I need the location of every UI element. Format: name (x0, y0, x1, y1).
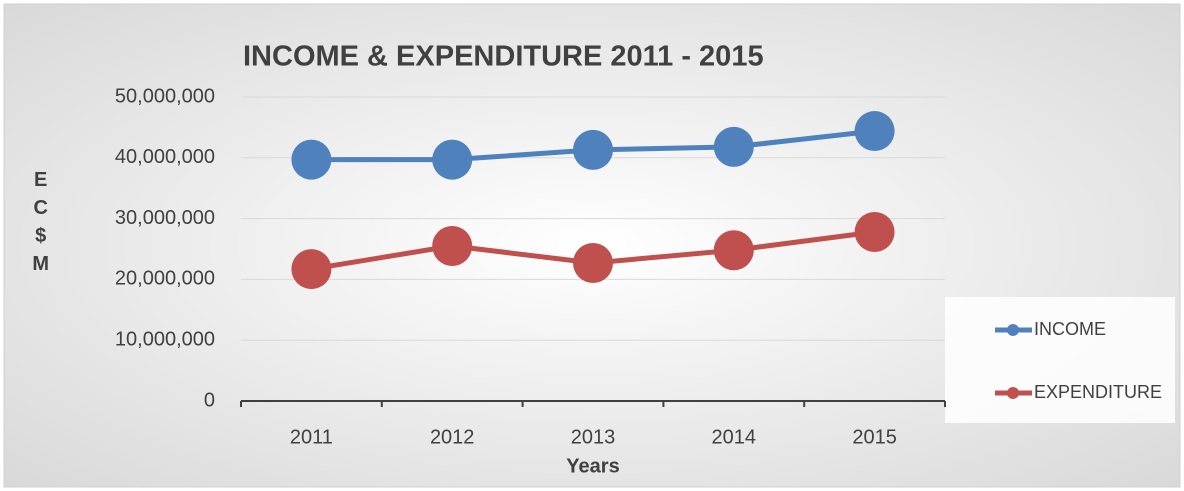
y-axis-label: EC$M (30, 169, 52, 281)
data-point (854, 211, 895, 252)
chart-title: INCOME & EXPENDITURE 2011 - 2015 (243, 41, 764, 73)
data-point (291, 249, 332, 290)
legend-label: EXPENDITURE (1034, 382, 1162, 402)
data-point (713, 126, 754, 167)
data-point (291, 139, 332, 180)
x-axis-label: Years (566, 455, 619, 477)
legend-marker (1007, 387, 1019, 399)
x-tick-label: 2014 (712, 426, 757, 448)
y-tick-label: 30,000,000 (115, 207, 215, 229)
data-point (573, 242, 613, 283)
y-tick-label: 50,000,000 (115, 85, 215, 107)
legend-label: INCOME (1034, 319, 1106, 339)
data-point (432, 225, 473, 266)
data-point (432, 139, 473, 180)
x-tick-label: 2011 (290, 426, 333, 448)
y-tick-label: 10,000,000 (115, 328, 215, 350)
y-tick-label: 40,000,000 (115, 146, 215, 168)
legend-marker (1007, 324, 1019, 336)
y-tick-label: 20,000,000 (115, 268, 215, 290)
data-point (713, 230, 754, 271)
data-point (573, 129, 613, 170)
data-point (854, 111, 895, 152)
y-tick-label: 0 (204, 389, 215, 411)
x-tick-label: 2012 (430, 426, 475, 448)
legend-box (945, 297, 1175, 423)
x-tick-label: 2015 (852, 426, 897, 448)
x-tick-label: 2013 (571, 426, 616, 448)
